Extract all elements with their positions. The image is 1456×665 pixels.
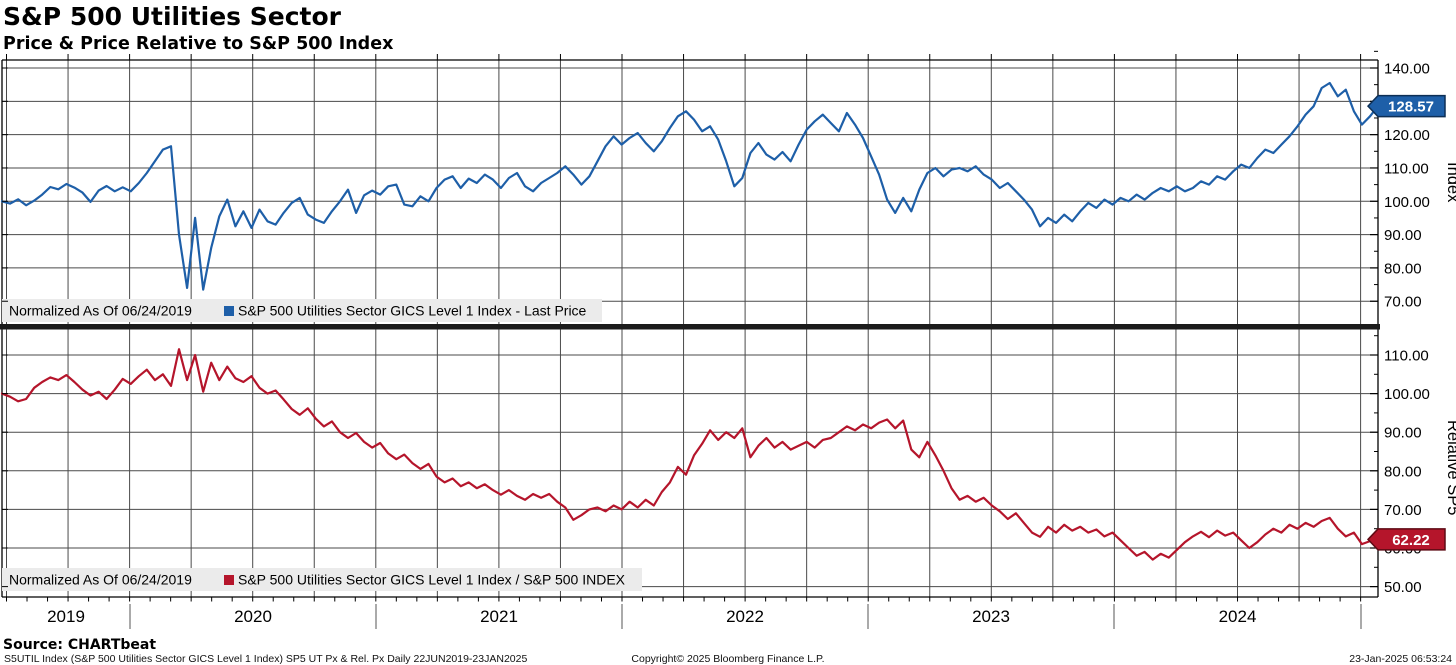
legend-normalized-label: Normalized As Of 06/24/2019 bbox=[9, 303, 192, 319]
y-tick-label: 70.00 bbox=[1384, 502, 1422, 519]
y-tick-label: 100.00 bbox=[1384, 194, 1430, 211]
axis-title-relative: Relative SP5 bbox=[1444, 420, 1456, 515]
footer-copyright: Copyright© 2025 Bloomberg Finance L.P. bbox=[631, 653, 824, 665]
y-tick-label: 90.00 bbox=[1384, 227, 1422, 244]
price-line bbox=[0, 81, 1380, 291]
panel-separator bbox=[0, 324, 1380, 330]
plot-borders bbox=[0, 59, 1380, 598]
y-tick-label: 100.00 bbox=[1384, 386, 1430, 403]
series-lines bbox=[0, 81, 1380, 561]
x-tick-year-label: 2023 bbox=[972, 607, 1010, 626]
axis-title-index: Index bbox=[1444, 162, 1456, 203]
price-tag bbox=[1366, 94, 1446, 118]
legend-strip bbox=[2, 568, 642, 591]
legend-strips: Normalized As Of 06/24/2019 S&P 500 Utili… bbox=[2, 299, 642, 591]
legend-normalized-label: Normalized As Of 06/24/2019 bbox=[9, 572, 192, 588]
y-tick-label: 80.00 bbox=[1384, 260, 1422, 277]
y-tick-label: 110.00 bbox=[1384, 160, 1429, 177]
axis-labels: 70.0080.0090.00100.00110.00120.00130.001… bbox=[2, 50, 1430, 629]
tag-value: 128.57 bbox=[1388, 99, 1434, 116]
y-tick-label: 120.00 bbox=[1384, 127, 1430, 144]
footer-timestamp: 23-Jan-2025 06:53:24 bbox=[1349, 653, 1452, 665]
legend-series-swatch bbox=[224, 306, 234, 316]
page-title: S&P 500 Utilities Sector bbox=[3, 2, 342, 31]
legend-series-label: S&P 500 Utilities Sector GICS Level 1 In… bbox=[238, 303, 587, 319]
tag-value: 62.22 bbox=[1392, 532, 1430, 549]
y-tick-label: 110.00 bbox=[1384, 348, 1429, 365]
relative-strength-line bbox=[0, 348, 1380, 561]
legend-series-label: S&P 500 Utilities Sector GICS Level 1 In… bbox=[238, 572, 626, 588]
y-tick-label: 80.00 bbox=[1384, 463, 1422, 480]
x-tick-year-label: 2020 bbox=[234, 607, 272, 626]
x-tick-year-label: 2024 bbox=[1219, 607, 1257, 626]
x-tick-year-label: 2021 bbox=[480, 607, 518, 626]
legend-strip bbox=[2, 299, 602, 322]
y-tick-label: 70.00 bbox=[1384, 294, 1422, 311]
footer-description: S5UTIL Index (S&P 500 Utilities Sector G… bbox=[4, 653, 527, 665]
y-tick-label: 90.00 bbox=[1384, 425, 1422, 442]
last-price-tags: 128.57 62.22 bbox=[1366, 94, 1446, 551]
x-tick-year-label: 2019 bbox=[47, 607, 85, 626]
y-tick-label: 50.00 bbox=[1384, 579, 1422, 596]
relative-tag bbox=[1366, 528, 1446, 551]
legend-series-swatch bbox=[224, 575, 234, 585]
page-subtitle: Price & Price Relative to S&P 500 Index bbox=[3, 34, 394, 54]
y-tick-label: 140.00 bbox=[1384, 61, 1430, 78]
x-tick-year-label: 2022 bbox=[726, 607, 764, 626]
source-label: Source: CHARTbeat bbox=[3, 637, 156, 653]
